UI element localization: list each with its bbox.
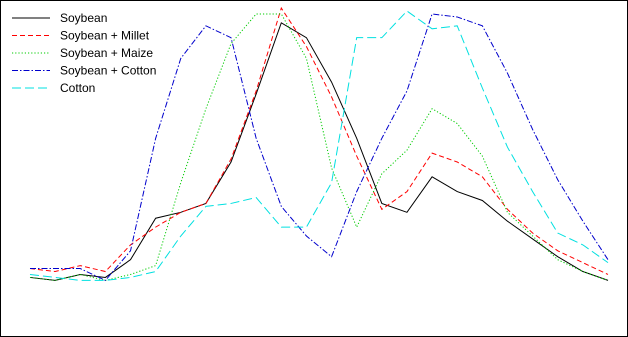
legend-label-soybean-plus-cotton: Soybean + Cotton (60, 64, 156, 78)
legend-entry-soybean: Soybean (12, 11, 107, 25)
legend-label-soybean: Soybean (60, 11, 107, 25)
legend-entry-soybean-plus-cotton: Soybean + Cotton (12, 64, 156, 78)
legend-label-soybean-plus-maize: Soybean + Maize (60, 46, 153, 60)
legend-entry-soybean-plus-millet: Soybean + Millet (12, 29, 150, 43)
legend: Soybean Soybean + Millet Soybean + Maize So… (12, 11, 156, 95)
series-line-cotton (29, 10, 609, 281)
series-line-soybean-plus-millet (29, 6, 609, 275)
legend-label-cotton: Cotton (60, 81, 95, 95)
series-line-soybean (29, 22, 609, 281)
series-layer (29, 6, 609, 282)
legend-entry-cotton: Cotton (12, 81, 95, 95)
series-line-soybean-plus-maize (29, 13, 609, 281)
legend-label-soybean-plus-millet: Soybean + Millet (60, 29, 150, 43)
legend-entry-soybean-plus-maize: Soybean + Maize (12, 46, 153, 60)
